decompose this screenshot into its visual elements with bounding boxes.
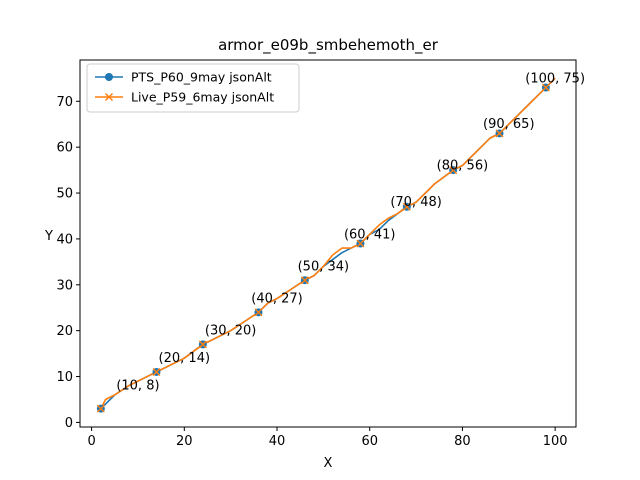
series-2-point <box>300 276 309 285</box>
data-label: (80, 56) <box>437 159 489 174</box>
series-2-point <box>254 308 263 317</box>
x-tick-label: 100 <box>543 434 568 449</box>
chart-title: armor_e09b_smbehemoth_er <box>218 36 439 55</box>
y-tick-label: 70 <box>56 95 73 110</box>
y-axis-label: Y <box>44 229 53 244</box>
x-marker-stroke <box>495 129 504 138</box>
data-label: (30, 20) <box>205 324 257 339</box>
series-2-point <box>152 367 161 376</box>
x-marker-stroke <box>449 166 458 175</box>
legend-marker-1 <box>105 73 113 81</box>
y-tick-label: 10 <box>56 370 73 385</box>
x-marker-stroke <box>300 276 309 285</box>
series-2-point <box>449 166 458 175</box>
legend: PTS_P60_9may jsonAlt Live_P59_6may jsonAl… <box>86 63 300 113</box>
x-tick-label: 20 <box>176 434 193 449</box>
y-tick-label: 0 <box>65 416 73 431</box>
data-label: (90, 65) <box>483 117 535 132</box>
series-line-2 <box>100 77 556 410</box>
axes-frame <box>79 59 577 428</box>
data-label: (60, 41) <box>344 227 396 242</box>
legend-label-1: PTS_P60_9may jsonAlt <box>131 70 272 85</box>
y-tick-label: 60 <box>56 141 73 156</box>
x-tick-label: 80 <box>454 434 471 449</box>
data-label: (10, 8) <box>116 379 159 394</box>
series-2-point <box>356 239 365 248</box>
x-tick-label: 0 <box>87 434 95 449</box>
plot-area: (10, 8)(20, 14) (30, 20) (40, 27) (50, 34) (… <box>56 59 585 449</box>
y-tick-label: 20 <box>56 324 73 339</box>
series-2-point <box>96 404 105 413</box>
x-marker-stroke <box>152 367 161 376</box>
data-label: (20, 14) <box>159 351 211 366</box>
legend-label-2: Live_P59_6may jsonAlt <box>131 90 274 105</box>
data-label: (50, 34) <box>298 259 350 274</box>
x-marker-stroke <box>198 340 207 349</box>
y-tick-label: 50 <box>56 187 73 202</box>
x-marker-stroke <box>96 404 105 413</box>
x-marker-stroke <box>541 83 550 92</box>
series-2-point <box>198 340 207 349</box>
x-marker-stroke <box>254 308 263 317</box>
legend-box <box>86 63 300 113</box>
data-label: (40, 27) <box>251 292 303 307</box>
series-2-point <box>495 129 504 138</box>
data-label: (70, 48) <box>390 195 442 210</box>
series-2-point <box>541 83 550 92</box>
x-marker-stroke <box>105 93 113 101</box>
series-2-point <box>402 202 411 211</box>
x-tick-label: 60 <box>361 434 378 449</box>
x-marker-stroke <box>356 239 365 248</box>
x-axis-label: X <box>324 456 333 471</box>
x-marker-stroke <box>402 202 411 211</box>
y-tick-label: 30 <box>56 278 73 293</box>
y-tick-label: 40 <box>56 232 73 247</box>
data-label: (100, 75) <box>525 71 585 86</box>
legend-marker-2 <box>105 93 113 101</box>
x-tick-label: 40 <box>269 434 286 449</box>
